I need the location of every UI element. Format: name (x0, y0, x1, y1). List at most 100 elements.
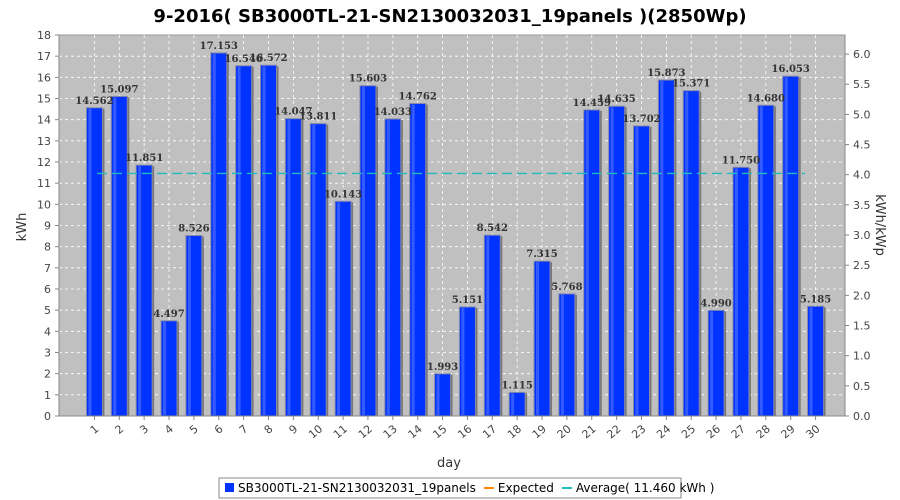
y-tick-label: 3 (44, 347, 51, 360)
y2-tick-label: 2.5 (853, 259, 871, 272)
data-label-day-7: 16.546 (224, 54, 262, 65)
data-label-day-26: 4.990 (700, 298, 731, 309)
y2-tick-label: 5.5 (853, 78, 871, 91)
x-tick-label: 3 (137, 422, 151, 436)
x-tick-label: 22 (604, 422, 623, 441)
y-tick-label: 9 (44, 220, 51, 233)
y-tick-label: 16 (37, 71, 51, 84)
x-tick-label: 1 (88, 422, 102, 436)
y2-tick-label: 1.0 (853, 350, 871, 363)
legend-label-2: Average( 11.460 kWh ) (576, 481, 715, 495)
bar-highlight (660, 81, 664, 416)
bar-highlight (386, 119, 390, 415)
x-tick-label: 15 (430, 422, 449, 441)
x-tick-label: 29 (779, 422, 798, 441)
data-label-day-18: 1.115 (502, 380, 533, 391)
bar-highlight (113, 97, 117, 415)
x-tick-label: 25 (679, 422, 698, 441)
x-tick-label: 24 (654, 422, 673, 441)
data-label-day-10: 13.811 (299, 112, 337, 123)
y-tick-label: 15 (37, 93, 51, 106)
bar-highlight (486, 236, 490, 415)
y-tick-label: 13 (37, 135, 51, 148)
bar-highlight (759, 106, 763, 416)
y2-tick-label: 0.5 (853, 380, 871, 393)
x-tick-label: 10 (306, 422, 325, 441)
y2-tick-label: 4.5 (853, 139, 871, 152)
bar-highlight (461, 307, 465, 415)
x-tick-label: 23 (629, 422, 648, 441)
bar-highlight (536, 262, 540, 415)
data-label-day-8: 16.572 (249, 53, 287, 64)
legend-label-1: Expected (498, 481, 554, 495)
y2-tick-label: 3.0 (853, 229, 871, 242)
x-tick-label: 9 (287, 422, 301, 436)
data-label-day-30: 5.185 (800, 294, 831, 305)
data-label-day-14: 14.762 (399, 92, 437, 103)
data-label-day-25: 15.371 (672, 79, 710, 90)
x-tick-label: 7 (237, 422, 251, 436)
x-tick-label: 19 (530, 422, 549, 441)
y-tick-label: 12 (37, 156, 51, 169)
data-label-day-3: 11.851 (125, 153, 163, 164)
y-tick-label: 2 (44, 368, 51, 381)
x-tick-label: 17 (480, 422, 499, 441)
x-tick-label: 27 (729, 422, 748, 441)
x-tick-label: 18 (505, 422, 524, 441)
chart-title: 9-2016( SB3000TL-21-SN2130032031_19panel… (153, 6, 746, 27)
y-tick-label: 14 (37, 114, 51, 127)
bar-highlight (88, 108, 92, 416)
y-axis-right: 0.0 0.5 1.0 1.5 2.0 2.5 3.0 3.5 4.0 4.5 5.0 5.5 6.0 (844, 35, 871, 423)
legend: SB3000TL-21-SN2130032031_19panels Expecte… (218, 477, 715, 499)
y-tick-label: 0 (44, 410, 51, 423)
x-tick-label: 14 (406, 422, 425, 441)
y-tick-label: 17 (37, 50, 51, 63)
data-label-day-2: 15.097 (100, 84, 138, 95)
data-label-day-28: 14.680 (747, 93, 785, 104)
data-label-day-21: 14.459 (573, 98, 611, 109)
legend-box (218, 477, 682, 499)
y2-tick-label: 0.0 (853, 410, 871, 423)
x-tick-label: 30 (803, 422, 822, 441)
data-label-day-12: 15.603 (349, 74, 387, 85)
y-axis-title: kWh (15, 213, 30, 242)
data-label-day-19: 7.315 (526, 249, 557, 260)
x-tick-label: 6 (212, 422, 226, 436)
bar-highlight (337, 202, 341, 415)
x-tick-label: 5 (187, 422, 201, 436)
x-tick-label: 26 (704, 422, 723, 441)
data-label-day-1: 14.562 (75, 96, 113, 107)
x-tick-label: 11 (331, 422, 350, 441)
x-tick-label: 16 (455, 422, 474, 441)
bar-highlight (610, 107, 614, 415)
bar-highlight (436, 374, 440, 415)
bar-highlight (710, 311, 714, 415)
legend-swatch-series (225, 483, 234, 492)
y2-tick-label: 3.5 (853, 199, 871, 212)
bar-highlight (635, 126, 639, 415)
data-label-day-15: 1.993 (427, 362, 458, 373)
y2-axis-title: kWh/kWp (872, 194, 887, 256)
y2-tick-label: 2.0 (853, 289, 871, 302)
x-tick-label: 21 (580, 422, 599, 441)
bar-highlight (163, 321, 167, 415)
bar-highlight (287, 119, 291, 415)
y-tick-label: 1 (44, 389, 51, 402)
bar-highlight (262, 66, 266, 415)
y2-tick-label: 6.0 (853, 48, 871, 61)
x-tick-label: 13 (381, 422, 400, 441)
x-axis-title: day (437, 456, 461, 471)
y-tick-label: 7 (44, 262, 51, 275)
data-label-day-13: 14.033 (374, 107, 412, 118)
y-tick-label: 10 (37, 198, 51, 211)
y2-tick-label: 1.5 (853, 320, 871, 333)
y-tick-label: 5 (44, 304, 51, 317)
bar-series (85, 52, 826, 417)
data-label-day-17: 8.542 (477, 223, 508, 234)
data-label-day-27: 11.750 (722, 155, 760, 166)
x-axis: 1 2 3 4 5 6 7 8 9 10 11 12 13 14 15 16 17 18 19 20 21 22 23 24 2… (59, 415, 845, 441)
